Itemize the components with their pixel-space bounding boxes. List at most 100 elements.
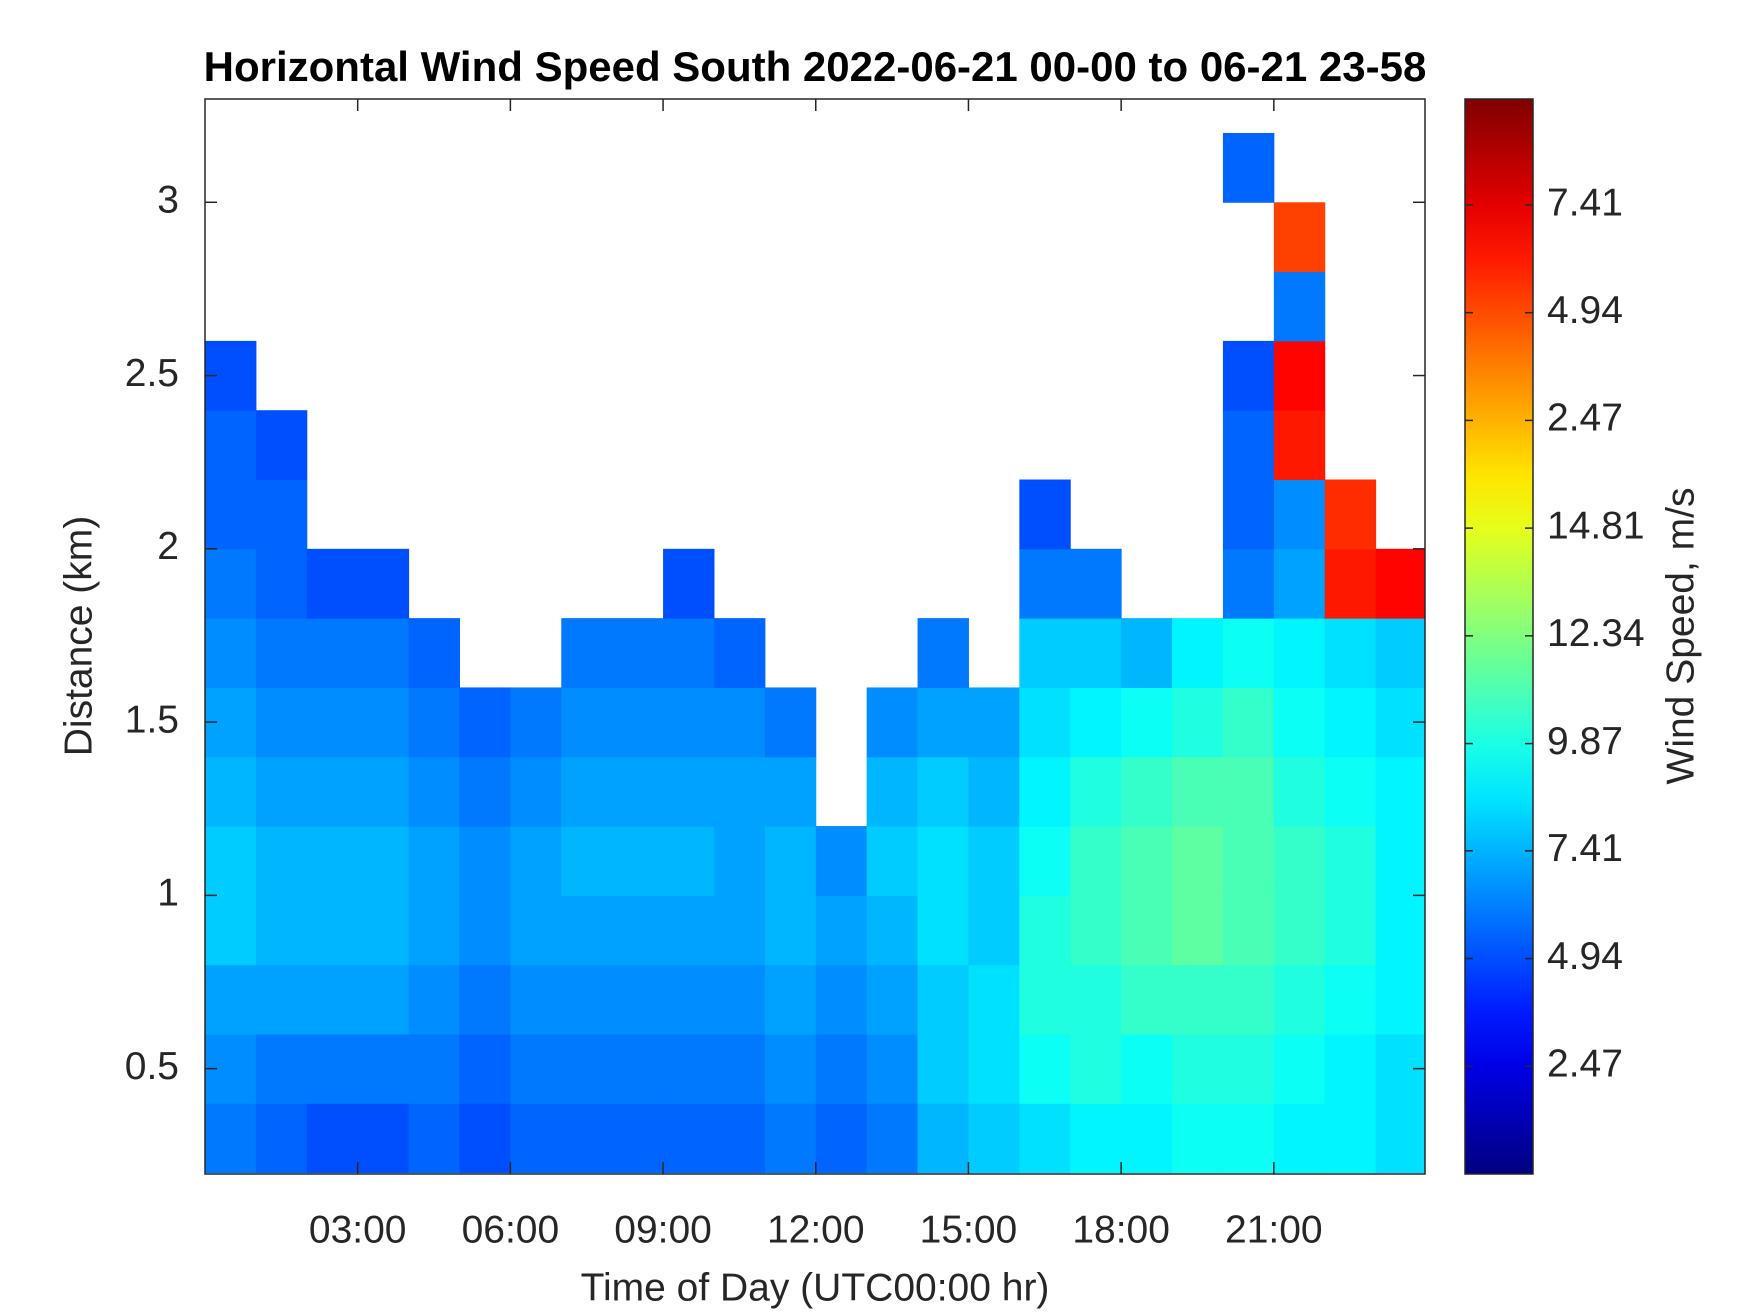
heatmap-cell — [1222, 687, 1275, 758]
heatmap-cell — [1324, 479, 1377, 550]
heatmap-cell — [510, 826, 562, 896]
heatmap-cell — [1273, 479, 1326, 550]
heatmap-cell — [459, 687, 511, 758]
heatmap-cell — [713, 895, 766, 966]
heatmap-cell — [663, 1103, 715, 1174]
heatmap-cell — [713, 687, 766, 758]
heatmap-cell — [612, 1103, 664, 1174]
heatmap-cell — [1121, 964, 1173, 1035]
heatmap-cell — [408, 618, 460, 688]
heatmap-cell — [1121, 1103, 1173, 1174]
heatmap-cell — [1019, 895, 1071, 966]
heatmap-cell — [205, 410, 257, 481]
heatmap-cell — [1070, 826, 1122, 896]
heatmap-cell — [1222, 132, 1275, 203]
heatmap-cell — [866, 964, 919, 1035]
heatmap-cell — [713, 964, 766, 1035]
heatmap-cell — [764, 687, 817, 758]
y-tick-label: 2.5 — [125, 352, 179, 395]
heatmap-cell — [1273, 895, 1326, 966]
heatmap-cell — [663, 1033, 715, 1104]
heatmap-cell — [815, 964, 868, 1035]
x-tick-label: 15:00 — [920, 1208, 1018, 1251]
heatmap-cell — [917, 1103, 969, 1174]
heatmap-cell — [1172, 756, 1224, 827]
heatmap-cell — [1222, 618, 1275, 688]
colorbar-tick-label: 12.34 — [1547, 612, 1645, 655]
heatmap-cell — [968, 1103, 1020, 1174]
heatmap-cell — [968, 826, 1020, 896]
heatmap-cell — [561, 1033, 613, 1104]
heatmap-cell — [1070, 618, 1122, 688]
heatmap — [205, 132, 1425, 1174]
heatmap-cell — [357, 618, 410, 688]
heatmap-cell — [357, 756, 410, 827]
heatmap-cell — [1172, 964, 1224, 1035]
plot-frame — [204, 98, 1426, 1175]
heatmap-cell — [713, 618, 766, 688]
heatmap-cell — [1324, 1033, 1377, 1104]
heatmap-cell — [459, 826, 511, 896]
heatmap-cell — [408, 826, 460, 896]
heatmap-cell — [459, 1033, 511, 1104]
heatmap-cell — [917, 618, 969, 688]
colorbar-tick-label: 4.94 — [1547, 289, 1623, 332]
heatmap-cell — [1273, 618, 1326, 688]
heatmap-cell — [612, 687, 664, 758]
heatmap-cell — [306, 756, 359, 827]
heatmap-cell — [1019, 1103, 1071, 1174]
heatmap-cell — [510, 964, 562, 1035]
heatmap-cell — [459, 756, 511, 827]
heatmap-cell — [713, 826, 766, 896]
heatmap-cell — [612, 895, 664, 966]
heatmap-cell — [917, 1033, 969, 1104]
heatmap-cell — [866, 1033, 919, 1104]
heatmap-cell — [1375, 618, 1425, 688]
heatmap-cell — [255, 479, 308, 550]
heatmap-cell — [1019, 618, 1071, 688]
heatmap-cell — [1324, 895, 1377, 966]
heatmap-cell — [1222, 479, 1275, 550]
heatmap-cell — [510, 1033, 562, 1104]
heatmap-cell — [1019, 1033, 1071, 1104]
y-tick-label: 2 — [157, 525, 179, 568]
heatmap-cell — [1070, 687, 1122, 758]
heatmap-cell — [1222, 895, 1275, 966]
heatmap-cell — [1121, 756, 1173, 827]
heatmap-cell — [1324, 687, 1377, 758]
heatmap-cell — [866, 756, 919, 827]
heatmap-cell — [1172, 895, 1224, 966]
heatmap-cell — [1222, 1033, 1275, 1104]
heatmap-cell — [408, 756, 460, 827]
colorbar-tick-label: 9.87 — [1547, 720, 1623, 763]
heatmap-cell — [1324, 756, 1377, 827]
heatmap-cell — [968, 964, 1020, 1035]
heatmap-cell — [663, 618, 715, 688]
heatmap-cell — [1324, 1103, 1377, 1174]
y-tick-label: 1.5 — [125, 698, 179, 741]
heatmap-cell — [815, 1033, 868, 1104]
heatmap-cell — [917, 826, 969, 896]
heatmap-cell — [255, 548, 308, 619]
heatmap-cell — [1019, 964, 1071, 1035]
heatmap-cell — [1172, 826, 1224, 896]
heatmap-cell — [255, 964, 308, 1035]
heatmap-cell — [357, 1033, 410, 1104]
heatmap-cell — [1172, 1033, 1224, 1104]
heatmap-cell — [1172, 1103, 1224, 1174]
heatmap-cell — [306, 895, 359, 966]
heatmap-cell — [1273, 826, 1326, 896]
heatmap-cell — [866, 1103, 919, 1174]
x-axis-label: Time of Day (UTC00:00 hr) — [581, 1266, 1050, 1309]
heatmap-cell — [663, 756, 715, 827]
heatmap-cell — [1121, 618, 1173, 688]
heatmap-cell — [1273, 271, 1326, 342]
heatmap-cell — [1273, 202, 1326, 273]
heatmap-cell — [510, 1103, 562, 1174]
heatmap-cell — [968, 687, 1020, 758]
y-tick-label: 0.5 — [125, 1045, 179, 1088]
heatmap-cell — [764, 1103, 817, 1174]
heatmap-cell — [713, 1033, 766, 1104]
heatmap-cell — [1273, 548, 1326, 619]
